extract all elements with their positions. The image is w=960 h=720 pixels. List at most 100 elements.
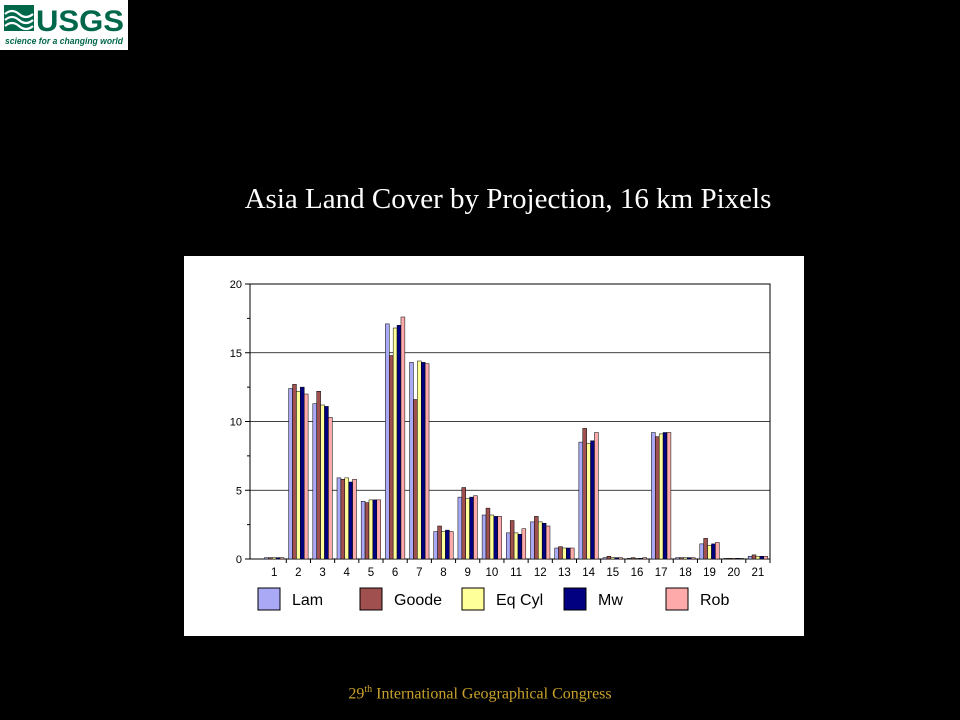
bar [424, 363, 430, 560]
bar [538, 521, 543, 560]
legend-label: Eq Cyl [496, 592, 543, 609]
x-tick-label: 18 [679, 567, 692, 579]
legend-swatch [461, 587, 485, 611]
slide-title: Asia Land Cover by Projection, 16 km Pix… [244, 183, 772, 215]
x-tick-label: 7 [416, 567, 422, 579]
bar [679, 557, 684, 560]
x-tick-label: 13 [558, 567, 571, 579]
bar [545, 525, 551, 560]
bar [509, 520, 515, 560]
bar [590, 440, 595, 560]
bar [683, 557, 688, 560]
bar [348, 481, 353, 560]
legend-swatch [359, 587, 383, 611]
bar [566, 547, 571, 560]
bar [614, 557, 619, 560]
x-tick-label: 4 [344, 567, 351, 579]
bar [271, 557, 277, 560]
y-tick-label: 0 [236, 554, 242, 566]
bar [530, 521, 535, 560]
bar [392, 327, 398, 560]
bar [489, 514, 495, 560]
bar [747, 556, 753, 560]
bar [368, 499, 374, 560]
bar [336, 477, 342, 560]
bar [735, 558, 740, 560]
x-tick-label: 5 [368, 567, 374, 579]
bar [655, 436, 660, 560]
usgs-wave-icon [4, 5, 34, 31]
bar [312, 403, 317, 560]
bar [328, 417, 333, 560]
bar [602, 557, 608, 560]
x-tick-label: 14 [582, 567, 595, 579]
bar [485, 507, 491, 560]
bar [400, 316, 406, 560]
bar [727, 558, 733, 560]
bar [372, 499, 378, 560]
bar [465, 498, 470, 560]
legend-label: Mw [598, 592, 623, 609]
bar [651, 432, 656, 560]
x-tick-label: 16 [631, 567, 644, 579]
legend-label: Lam [292, 592, 323, 609]
bar [554, 547, 559, 560]
x-tick-label: 1 [271, 567, 277, 579]
bar [626, 558, 632, 560]
bar [264, 557, 269, 560]
bar [642, 557, 647, 560]
bar [763, 556, 768, 560]
legend-swatch [257, 587, 281, 611]
y-tick-label: 20 [230, 279, 242, 291]
bar [385, 323, 390, 560]
bar [731, 558, 736, 560]
legend-swatch [665, 587, 689, 611]
bar [715, 542, 720, 560]
bar [433, 531, 438, 560]
bar [445, 529, 450, 560]
bar [610, 557, 615, 560]
x-tick-label: 10 [485, 567, 498, 579]
bar [687, 557, 692, 560]
logo-tagline: science for a changing world [5, 36, 123, 46]
bar [288, 388, 293, 560]
x-tick-label: 6 [392, 567, 398, 579]
bar [441, 531, 446, 560]
x-tick-label: 2 [295, 567, 301, 579]
bar [638, 558, 644, 560]
x-tick-label: 3 [319, 567, 325, 579]
bar [594, 432, 599, 560]
bar [461, 487, 466, 560]
x-tick-label: 8 [440, 567, 446, 579]
bar [493, 516, 498, 560]
y-tick-label: 15 [230, 348, 242, 360]
chart: 0 5 10 15 20 1 2 3 4 5 6 7 8 9 10 11 12 13 14 15 16 17 18 19 20 2… [184, 256, 804, 636]
bar [376, 499, 381, 560]
bar [324, 406, 329, 560]
bar [739, 558, 744, 560]
bar [751, 554, 757, 560]
usgs-logo: USGS science for a changing world [0, 0, 128, 50]
bar [517, 534, 523, 560]
bar [275, 557, 281, 560]
bar [469, 496, 474, 560]
bar [320, 404, 325, 560]
bar [707, 545, 712, 560]
bar [279, 557, 285, 560]
bar [634, 558, 640, 560]
bar [497, 516, 502, 560]
bar [755, 556, 761, 560]
bar [292, 384, 297, 560]
bar [421, 362, 426, 560]
legend-swatch [563, 587, 587, 611]
bar [675, 557, 680, 560]
bar [759, 556, 765, 560]
x-tick-label: 20 [727, 567, 740, 579]
logo-text: USGS [36, 5, 124, 38]
bar [316, 391, 321, 560]
bar [578, 441, 584, 560]
bar [481, 514, 487, 560]
bar [666, 432, 672, 560]
bar [630, 557, 636, 560]
bar [662, 432, 668, 560]
